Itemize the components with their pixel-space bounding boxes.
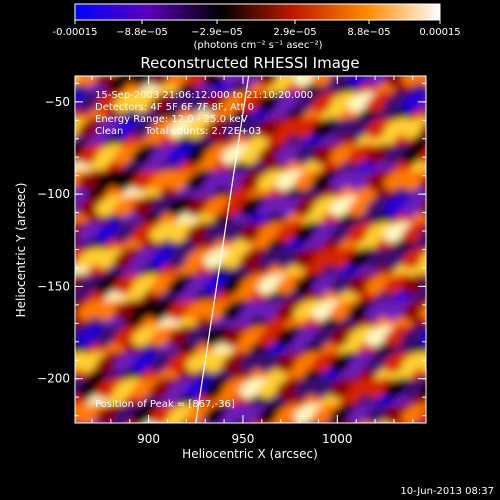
heatmap-cell [426,413,462,442]
heatmap-cell [390,49,426,78]
heatmap-cell [435,400,471,429]
heatmap-cell [426,153,462,182]
heatmap-cell [426,49,462,78]
heatmap-cell [426,257,462,286]
heatmap-cell [426,231,462,260]
colorbar-tick-label: -0.00015 [53,27,98,38]
heatmap-cell [410,416,426,423]
heatmap-cell [435,62,471,91]
heatmap-cell [444,413,480,442]
colorbar: -0.00015 −8.8e−05 −2.9e−05 2.9e−05 8.8e−… [53,3,461,51]
heatmap-cell [39,140,75,169]
colorbar-strip [74,3,441,21]
y-axis-label: Heliocentric Y (arcsec) [14,183,28,318]
heatmap-cell [435,140,471,169]
heatmap-cell [426,335,462,364]
y-tick-label: −100 [37,187,70,201]
total-counts-annotation: Total counts: 2.72E+03 [144,126,261,137]
heatmap-cell [444,153,480,182]
colorbar-tick-label: −2.9e−05 [191,27,243,38]
heatmap-cell [426,387,462,416]
heatmap-cell [444,335,480,364]
heatmap-cell [444,387,480,416]
heatmap-cell [435,166,471,195]
heatmap-cell [39,400,75,429]
heatmap-cell [435,270,471,299]
heatmap-cell [435,244,471,273]
energy-range-annotation: Energy Range: 12.0 - 25.0 keV [95,114,248,125]
colorbar-tick-label: 0.00015 [419,27,460,38]
heatmap-cell [102,49,138,78]
heatmap-cell [435,88,471,117]
heatmap-cell [444,257,480,286]
heatmap-cell [444,75,480,104]
heatmap [30,49,480,442]
heatmap-cell [435,114,471,143]
heatmap-cell [426,361,462,390]
heatmap-cell [66,49,102,78]
heatmap-cell [426,101,462,130]
heatmap-cell [39,62,75,91]
solar-limb-line [195,76,250,423]
y-tick-label: −150 [37,279,70,293]
heatmap-cell [426,75,462,104]
heatmap-cell [435,218,471,247]
heatmap-cell [435,374,471,403]
colorbar-tick-label: 2.9e−05 [273,27,316,38]
heatmap-cell [444,283,480,312]
x-axis-label: Heliocentric X (arcsec) [182,447,318,461]
colorbar-tick-label: 8.8e−05 [347,27,390,38]
heatmap-cell [48,49,84,78]
heatmap-cell [444,309,480,338]
heatmap-cell [39,218,75,247]
heatmap-cell [444,231,480,260]
clean-annotation: Clean [95,126,123,137]
x-tick-label: 1000 [322,432,353,446]
y-tick-label: −50 [45,95,70,109]
heatmap-cell [444,179,480,208]
footer-date: 10-Jun-2013 08:37 [400,486,494,497]
colorbar-units-label: (photons cm⁻² s⁻¹ asec⁻²) [193,40,322,51]
heatmap-cell [444,101,480,130]
heatmap-cell [435,322,471,351]
heatmap-cell [444,361,480,390]
heatmap-cell [435,348,471,377]
peak-position-annotation: Position of Peak = [867,-36] [95,399,235,410]
chart-title: Reconstructed RHESSI Image [140,54,359,72]
x-tick-label: 900 [137,432,160,446]
heatmap-cell [39,244,75,273]
heatmap-cell [39,296,75,325]
heatmap-cell [426,127,462,156]
heatmap-cell [444,127,480,156]
heatmap-cell [39,114,75,143]
heatmap-cell [444,205,480,234]
heatmap-cell [435,296,471,325]
x-tick-label: 950 [231,432,254,446]
heatmap-cell [426,309,462,338]
detectors-annotation: Detectors: 4F 5F 6F 7F 8F, Att 0 [95,102,254,113]
heatmap-cell [426,179,462,208]
heatmap-cell [39,322,75,351]
heatmap-cell [435,192,471,221]
heatmap-cell [408,49,444,78]
colorbar-tick-label: −8.8e−05 [116,27,168,38]
heatmap-cell [426,205,462,234]
y-tick-label: −200 [37,372,70,386]
heatmap-cell [30,49,66,78]
time-range-annotation: 15-Sep-2003 21:06:12.000 to 21:10:20.000 [95,90,313,101]
heatmap-cell [372,49,408,78]
heatmap-cell [426,283,462,312]
heatmap-cell [84,49,120,78]
